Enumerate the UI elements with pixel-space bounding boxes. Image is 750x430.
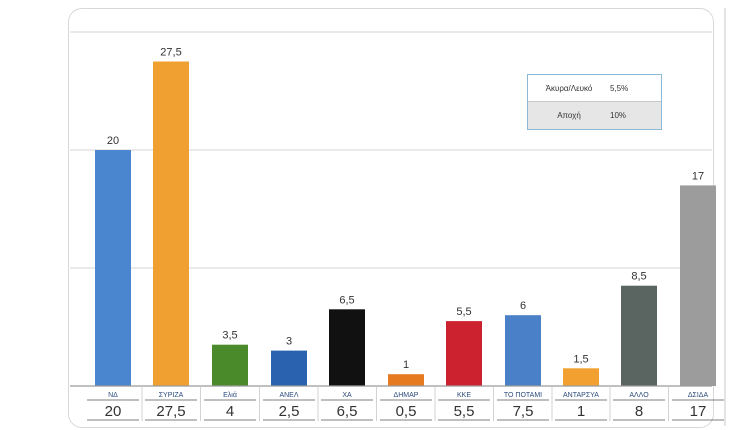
category-label: ΔΗΜΑΡ <box>394 392 419 399</box>
table-value: 6,5 <box>337 403 358 420</box>
bar-value-label: 6 <box>520 300 526 312</box>
bar <box>621 285 657 386</box>
bar <box>563 368 599 386</box>
bar <box>446 321 482 386</box>
category-label: ΤΟ ΠΟΤΑΜΙ <box>504 392 542 399</box>
bar-value-label: 1,5 <box>573 353 588 365</box>
category-label: ΑΝΕΛ <box>279 392 298 399</box>
bar-value-label: 3,5 <box>222 330 237 342</box>
category-label: ΚΚΕ <box>457 392 471 399</box>
category-label: ΑΝΤΑΡΣΥΑ <box>563 392 599 399</box>
legend-label: Άκυρα/Λευκό <box>545 83 593 93</box>
legend-value: 5,5% <box>610 83 629 93</box>
category-label: ΑΛΛΟ <box>629 392 649 399</box>
table-value: 5,5 <box>454 403 475 420</box>
bar-value-label: 5,5 <box>456 306 471 318</box>
bar-value-label: 3 <box>286 336 292 348</box>
legend-row-abstention: Αποχή 10% <box>528 101 661 129</box>
page-edge-divider <box>724 8 726 426</box>
category-label: ΣΥΡΙΖΑ <box>159 392 184 399</box>
bar-value-label: 6,5 <box>339 294 354 306</box>
bar-value-label: 17 <box>692 170 704 182</box>
bar-value-label: 1 <box>403 359 409 371</box>
legend-label: Αποχή <box>557 111 581 120</box>
bar-value-label: 27,5 <box>160 47 181 59</box>
bar <box>388 374 424 386</box>
legend-value: 10% <box>610 111 627 120</box>
table-value: 2,5 <box>279 403 300 420</box>
table-value: 27,5 <box>156 403 185 420</box>
table-value: 8 <box>635 403 643 420</box>
table-value: 17 <box>690 403 707 420</box>
bar-value-label: 8,5 <box>631 271 646 283</box>
bar <box>505 315 541 386</box>
category-label: ΝΔ <box>108 392 118 399</box>
bar <box>153 61 189 386</box>
table-value: 1 <box>577 403 585 420</box>
category-label: Ελιά <box>223 391 237 399</box>
table-value: 0,5 <box>396 403 417 420</box>
bar <box>271 350 307 386</box>
table-value: 4 <box>226 403 234 420</box>
legend-box: Άκυρα/Λευκό 5,5% Αποχή 10% <box>527 74 662 130</box>
table-value: 20 <box>105 403 122 420</box>
bar <box>680 185 716 386</box>
category-label: ΔΣΙΔΑ <box>688 392 709 399</box>
category-label: ΧΑ <box>342 392 352 399</box>
bar <box>95 150 131 386</box>
legend-row-invalid: Άκυρα/Λευκό 5,5% <box>528 75 661 101</box>
table-value: 7,5 <box>513 403 534 420</box>
bar <box>329 309 365 386</box>
bar <box>212 344 248 386</box>
bar-value-label: 20 <box>107 135 119 147</box>
